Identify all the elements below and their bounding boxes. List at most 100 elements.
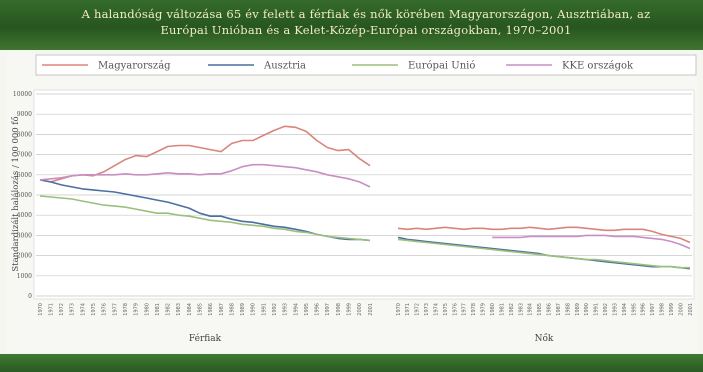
x-tick-label: 1972 xyxy=(59,303,65,316)
x-tick-label: 1997 xyxy=(650,303,656,316)
x-tick-label: 1988 xyxy=(565,303,571,316)
group-labels: Férfiak Nők xyxy=(189,333,554,344)
x-tick-label: 1981 xyxy=(499,303,505,316)
slide-title-line-2: Európai Unióban és a Kelet-Közép-Európai… xyxy=(160,23,572,37)
x-tick-label: 1989 xyxy=(240,303,246,316)
x-tick-label: 1976 xyxy=(102,303,108,316)
legend-label-ausztria: Ausztria xyxy=(263,61,306,72)
x-tick-label: 1995 xyxy=(304,303,310,316)
title-band: A halandóság változása 65 év felett a fé… xyxy=(0,0,703,50)
x-tick-label: 1999 xyxy=(669,303,675,316)
x-tick-label: 1985 xyxy=(537,303,543,316)
footer-band xyxy=(0,354,703,372)
series-line-ferfiak-europai-unio xyxy=(39,195,371,242)
x-tick-label: 1981 xyxy=(155,303,161,316)
x-tick-label: 1971 xyxy=(405,303,411,316)
x-tick-label: 1980 xyxy=(144,303,150,316)
series-line-nok-europai-unio xyxy=(397,238,690,269)
x-tick-label: 2000 xyxy=(357,303,363,316)
plot-area xyxy=(33,89,695,300)
x-tick-label: 1987 xyxy=(556,303,562,316)
x-tick-label: 2000 xyxy=(678,303,684,316)
x-tick-label: 1983 xyxy=(518,303,524,316)
x-tick-label: 1979 xyxy=(134,303,140,316)
y-axis-title: Standardizált halálozás / 100 000 fő xyxy=(10,116,21,271)
x-tick-label: 1975 xyxy=(443,303,449,316)
x-tick-label: 1970 xyxy=(396,303,402,316)
slide-title: A halandóság változása 65 év felett a fé… xyxy=(46,6,686,38)
x-tick-label: 1993 xyxy=(612,303,618,316)
x-tick-label: 1995 xyxy=(631,303,637,316)
x-tick-label: 1971 xyxy=(48,303,54,316)
group-label-nok: Nők xyxy=(535,333,554,344)
series-lines xyxy=(39,125,691,270)
y-tick-label: 1000 xyxy=(17,273,32,280)
x-tick-label: 1987 xyxy=(219,303,225,316)
legend-label-kke-orszagok: KKE országok xyxy=(562,61,634,72)
x-tick-label: 1974 xyxy=(80,303,86,316)
x-tick-label: 1970 xyxy=(38,303,44,316)
x-tick-label: 1996 xyxy=(315,303,321,316)
x-tick-label: 1978 xyxy=(471,303,477,316)
x-tick-label: 1972 xyxy=(415,303,421,316)
x-tick-label: 1997 xyxy=(325,303,331,316)
x-tick-label: 2001 xyxy=(688,303,694,316)
y-tick-label: 8000 xyxy=(17,131,32,138)
x-tick-label: 1986 xyxy=(547,303,553,316)
y-tick-label: 3000 xyxy=(17,232,32,239)
x-tick-label: 1998 xyxy=(660,303,666,316)
x-tick-label: 1992 xyxy=(603,303,609,316)
x-tick-label: 1977 xyxy=(112,303,118,316)
x-tick-label: 1990 xyxy=(251,303,257,316)
x-tick-label: 1973 xyxy=(424,303,430,316)
x-axis-ticks: 1970 1971 1972 1973 1974 1975 1976 1977 1978 1979… xyxy=(38,303,694,316)
x-tick-label: 1989 xyxy=(575,303,581,316)
x-tick-label: 1996 xyxy=(641,303,647,316)
legend: Magyarország Ausztria Európai Unió KKE orsz… xyxy=(42,61,634,72)
x-tick-label: 1991 xyxy=(261,303,267,316)
y-tick-label: 4000 xyxy=(17,212,32,219)
slide-title-line-1: A halandóság változása 65 év felett a fé… xyxy=(81,7,651,21)
y-tick-label: 6000 xyxy=(17,172,32,179)
x-tick-label: 1994 xyxy=(622,303,628,316)
x-tick-label: 1988 xyxy=(229,303,235,316)
x-tick-label: 1976 xyxy=(452,303,458,316)
series-line-ferfiak-kke-orszagok xyxy=(39,163,371,188)
y-tick-label: 9000 xyxy=(17,111,32,118)
x-tick-label: 1973 xyxy=(70,303,76,316)
y-tick-label: 5000 xyxy=(17,192,32,199)
series-line-nok-kke-orszagok xyxy=(492,234,691,250)
x-tick-label: 1980 xyxy=(490,303,496,316)
x-tick-label: 1982 xyxy=(166,303,172,316)
x-tick-label: 1991 xyxy=(594,303,600,316)
x-tick-label: 1983 xyxy=(176,303,182,316)
x-tick-label: 1993 xyxy=(283,303,289,316)
y-tick-label: 0 xyxy=(28,293,32,300)
series-line-nok-magyarorszag xyxy=(397,226,691,244)
x-tick-label: 1994 xyxy=(293,303,299,316)
y-tick-label: 2000 xyxy=(17,253,32,260)
y-tick-label: 10000 xyxy=(13,91,32,98)
x-tick-label: 1974 xyxy=(434,303,440,316)
x-tick-label: 1984 xyxy=(528,303,534,316)
x-tick-label: 1990 xyxy=(584,303,590,316)
legend-label-europai-unio: Európai Unió xyxy=(408,61,475,72)
x-tick-label: 1999 xyxy=(347,303,353,316)
x-tick-label: 1975 xyxy=(91,303,97,316)
group-label-ferfiak: Férfiak xyxy=(189,333,222,344)
y-tick-label: 7000 xyxy=(17,152,32,159)
x-tick-label: 1992 xyxy=(272,303,278,316)
x-tick-label: 1998 xyxy=(336,303,342,316)
legend-label-magyarorszag: Magyarország xyxy=(98,61,171,72)
x-tick-label: 1986 xyxy=(208,303,214,316)
x-tick-label: 1985 xyxy=(198,303,204,316)
x-tick-label: 1979 xyxy=(481,303,487,316)
x-tick-label: 1977 xyxy=(462,303,468,316)
x-tick-label: 1978 xyxy=(123,303,129,316)
y-axis-ticks: 0 1000 2000 3000 4000 5000 6000 7000 8000 9000 100… xyxy=(13,91,32,300)
x-tick-label: 1982 xyxy=(509,303,515,316)
x-tick-label: 2001 xyxy=(368,303,374,316)
x-tick-label: 1984 xyxy=(187,303,193,316)
